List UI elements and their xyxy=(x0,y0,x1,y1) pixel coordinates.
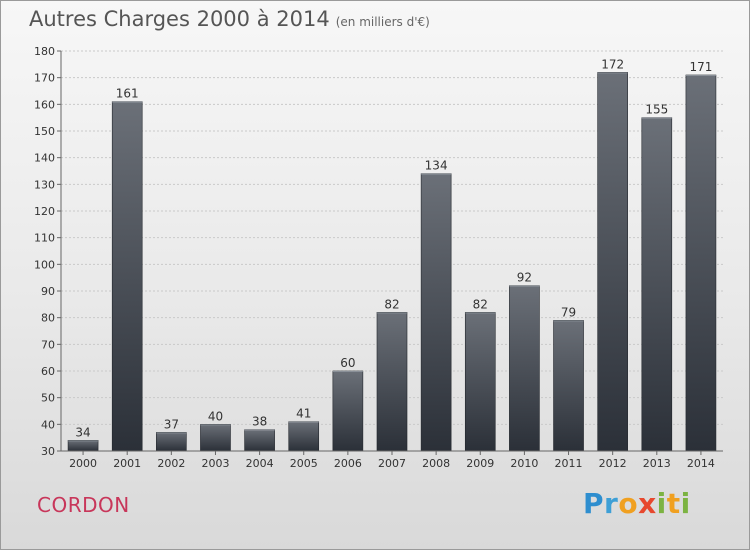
bar-value-label: 79 xyxy=(561,305,576,319)
logo-letter: x xyxy=(638,487,657,520)
x-tick-label: 2007 xyxy=(378,457,406,470)
bar xyxy=(376,312,408,452)
x-tick-label: 2012 xyxy=(599,457,627,470)
y-tick-label: 110 xyxy=(34,232,55,245)
bar xyxy=(641,117,673,452)
bar-value-label: 38 xyxy=(252,415,267,429)
y-tick-label: 30 xyxy=(41,445,55,458)
x-tick-label: 2003 xyxy=(201,457,229,470)
y-tick-label: 160 xyxy=(34,98,55,111)
y-tick-label: 150 xyxy=(34,125,55,138)
bar-value-label: 161 xyxy=(116,87,139,101)
bar-value-label: 92 xyxy=(517,271,532,285)
x-tick-label: 2004 xyxy=(246,457,274,470)
y-tick-label: 90 xyxy=(41,285,55,298)
bar-value-label: 134 xyxy=(425,159,448,173)
y-tick-label: 130 xyxy=(34,178,55,191)
y-tick-label: 140 xyxy=(34,152,55,165)
bar xyxy=(67,440,99,452)
y-tick-label: 170 xyxy=(34,72,55,85)
bar xyxy=(156,432,187,452)
y-tick-label: 180 xyxy=(34,45,55,58)
logo-letter: r xyxy=(604,487,619,520)
bar xyxy=(553,320,584,452)
bar-value-label: 82 xyxy=(384,297,399,311)
bar xyxy=(332,370,364,452)
y-tick-label: 80 xyxy=(41,312,55,325)
bar xyxy=(288,421,320,452)
x-tick-label: 2010 xyxy=(510,457,538,470)
x-tick-label: 2000 xyxy=(69,457,97,470)
chart-title-text: Autres Charges 2000 à 2014 xyxy=(29,7,330,31)
x-tick-label: 2006 xyxy=(334,457,362,470)
bar xyxy=(509,285,540,452)
y-tick-label: 100 xyxy=(34,258,55,271)
bar-value-label: 60 xyxy=(340,356,355,370)
x-tick-label: 2013 xyxy=(643,457,671,470)
logo-letter: o xyxy=(618,487,639,520)
bar-value-label: 34 xyxy=(75,425,90,439)
y-tick-label: 50 xyxy=(41,392,55,405)
x-tick-label: 2011 xyxy=(555,457,583,470)
x-tick-label: 2005 xyxy=(290,457,318,470)
logo-letter: t xyxy=(666,487,681,520)
bar-value-label: 40 xyxy=(208,409,223,423)
bar xyxy=(420,173,452,452)
bar-value-label: 171 xyxy=(689,60,712,74)
bar-value-label: 41 xyxy=(296,407,311,421)
y-tick-label: 60 xyxy=(41,365,55,378)
bar-value-label: 172 xyxy=(601,57,624,71)
chart-unit: (en milliers d'€) xyxy=(335,15,430,29)
bar-value-label: 155 xyxy=(645,103,668,117)
bar xyxy=(111,101,143,452)
y-tick-label: 70 xyxy=(41,338,55,351)
proxiti-logo: Proxiti xyxy=(583,487,691,520)
bar-value-label: 37 xyxy=(164,417,179,431)
bar xyxy=(597,72,628,452)
x-tick-label: 2002 xyxy=(157,457,185,470)
logo-letter: i xyxy=(680,487,691,520)
y-tick-label: 120 xyxy=(34,205,55,218)
y-tick-label: 40 xyxy=(41,418,55,431)
bar xyxy=(685,74,717,452)
bar xyxy=(200,424,231,452)
bar-value-label: 82 xyxy=(473,297,488,311)
x-tick-label: 2001 xyxy=(113,457,141,470)
chart-title: Autres Charges 2000 à 2014 (en milliers d… xyxy=(29,7,430,31)
x-tick-label: 2014 xyxy=(687,457,715,470)
bar xyxy=(464,312,496,452)
bar xyxy=(244,429,275,452)
x-tick-label: 2009 xyxy=(466,457,494,470)
commune-name: CORDON xyxy=(37,493,130,517)
logo-letter: i xyxy=(656,487,667,520)
x-tick-label: 2008 xyxy=(422,457,450,470)
logo-letter: P xyxy=(583,487,605,520)
